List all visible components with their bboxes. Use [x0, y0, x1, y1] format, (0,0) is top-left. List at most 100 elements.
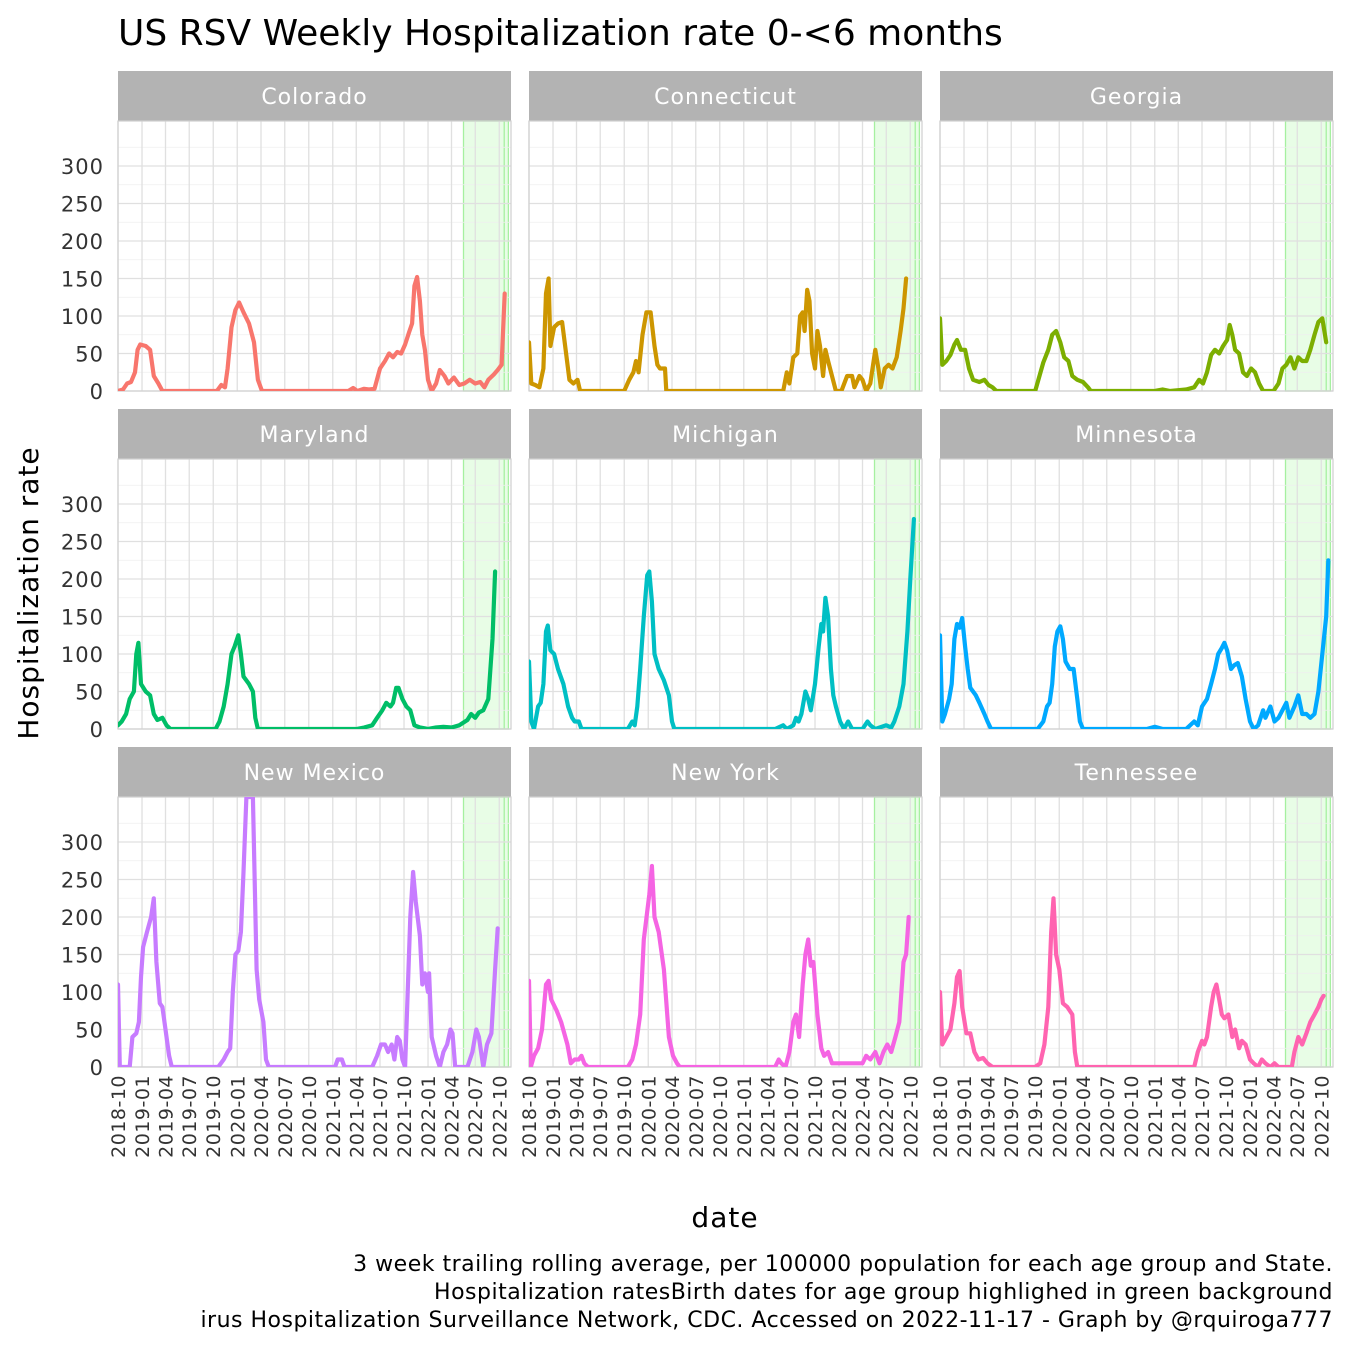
y-tick-label: 150 — [61, 268, 104, 292]
y-tick-label: 150 — [61, 944, 104, 968]
y-tick-label: 300 — [61, 831, 104, 855]
facet-label-tennessee: Tennessee — [1074, 761, 1199, 786]
x-tick-label: 2019-01 — [954, 1075, 976, 1158]
y-tick-label: 0 — [90, 1056, 104, 1080]
x-tick-label: 2020-04 — [662, 1075, 684, 1158]
facet-strip-michigan — [529, 409, 922, 459]
series-line-new-mexico — [118, 797, 500, 1067]
x-tick-label: 2021-04 — [757, 1075, 779, 1158]
y-tick-label: 250 — [61, 869, 104, 893]
x-tick-label: 2020-04 — [1073, 1075, 1095, 1158]
x-tick-label: 2019-07 — [590, 1075, 612, 1158]
series-line-minnesota — [940, 558, 1331, 729]
facet-label-colorado: Colorado — [261, 85, 367, 110]
facet-strip-colorado — [118, 71, 511, 121]
facet-strip-connecticut — [529, 71, 922, 121]
x-tick-label: 2021-01 — [1145, 1075, 1167, 1158]
x-tick-label: 2018-10 — [108, 1075, 130, 1158]
x-tick-label: 2019-04 — [156, 1075, 178, 1158]
y-tick-label: 0 — [90, 380, 104, 404]
facet-strip-tennessee — [940, 747, 1333, 797]
facet-strip-georgia — [940, 71, 1333, 121]
x-tick-label: 2021-10 — [1216, 1075, 1238, 1158]
facet-label-new-mexico: New Mexico — [244, 761, 386, 786]
x-tick-label: 2021-07 — [370, 1075, 392, 1158]
x-tick-label: 2022-07 — [1287, 1075, 1309, 1158]
x-tick-label: 2021-04 — [1168, 1075, 1190, 1158]
facet-colorado: Colorado — [117, 71, 512, 392]
x-tick-label: 2019-07 — [1001, 1075, 1023, 1158]
facet-strip-new-york — [529, 747, 922, 797]
x-tick-label: 2019-10 — [614, 1075, 636, 1158]
facet-strip-new-mexico — [118, 747, 511, 797]
facet-tennessee: Tennessee — [939, 747, 1334, 1068]
facet-panels: Colorado 0 50 100 150 200 250 300 Connecticut Geo… — [61, 71, 1334, 1158]
y-tick-label: 0 — [90, 718, 104, 742]
x-tick-label: 2019-10 — [203, 1075, 225, 1158]
x-tick-label: 2021-07 — [1192, 1075, 1214, 1158]
facet-label-georgia: Georgia — [1090, 85, 1183, 110]
x-tick-label: 2022-04 — [442, 1075, 464, 1158]
y-tick-label: 50 — [75, 681, 104, 705]
x-tick-label: 2018-10 — [930, 1075, 952, 1158]
x-tick-label: 2020-01 — [227, 1075, 249, 1158]
y-tick-label: 200 — [61, 568, 104, 592]
series-line-new-york — [529, 863, 911, 1067]
y-axis-title: Hospitalization rate — [12, 446, 45, 739]
x-tick-label: 2021-10 — [805, 1075, 827, 1158]
x-tick-label: 2021-07 — [781, 1075, 803, 1158]
y-tick-label: 50 — [75, 343, 104, 367]
birth-dates-highlight — [462, 796, 510, 1068]
x-tick-label: 2022-01 — [1240, 1075, 1262, 1158]
birth-dates-highlight — [873, 458, 921, 730]
y-tick-label: 200 — [61, 906, 104, 930]
x-tick-label: 2022-10 — [900, 1075, 922, 1158]
facet-new-york: New York — [528, 747, 923, 1068]
x-tick-label: 2022-04 — [1264, 1075, 1286, 1158]
facet-label-connecticut: Connecticut — [654, 85, 797, 110]
x-tick-label: 2022-04 — [853, 1075, 875, 1158]
y-tick-label: 250 — [61, 193, 104, 217]
y-tick-label: 50 — [75, 1019, 104, 1043]
caption-line-2: Hospitalization ratesBirth dates for age… — [434, 1280, 1333, 1305]
caption-line-3: irus Hospitalization Surveillance Networ… — [200, 1308, 1333, 1333]
series-line-colorado — [118, 274, 507, 391]
x-tick-label: 2020-10 — [1121, 1075, 1143, 1158]
x-tick-label: 2020-01 — [1049, 1075, 1071, 1158]
x-tick-label: 2019-10 — [1025, 1075, 1047, 1158]
x-tick-label: 2022-01 — [829, 1075, 851, 1158]
facet-minnesota: Minnesota — [939, 409, 1334, 730]
x-tick-label: 2020-07 — [275, 1075, 297, 1158]
x-tick-label: 2019-04 — [978, 1075, 1000, 1158]
x-tick-label: 2022-10 — [489, 1075, 511, 1158]
x-tick-label: 2019-04 — [567, 1075, 589, 1158]
x-axis-title: date — [691, 1201, 758, 1234]
birth-dates-highlight — [462, 458, 510, 730]
x-tick-label: 2020-07 — [686, 1075, 708, 1158]
x-tick-label: 2021-01 — [734, 1075, 756, 1158]
series-line-georgia — [940, 316, 1329, 391]
x-tick-label: 2018-10 — [519, 1075, 541, 1158]
y-tick-label: 200 — [61, 230, 104, 254]
facet-strip-maryland — [118, 409, 511, 459]
x-tick-label: 2022-10 — [1311, 1075, 1333, 1158]
facet-connecticut: Connecticut — [528, 71, 923, 392]
x-tick-label: 2020-07 — [1097, 1075, 1119, 1158]
x-tick-label: 2020-04 — [251, 1075, 273, 1158]
facet-strip-minnesota — [940, 409, 1333, 459]
x-tick-label: 2020-10 — [299, 1075, 321, 1158]
facet-label-new-york: New York — [671, 761, 780, 786]
facet-label-michigan: Michigan — [672, 423, 779, 448]
x-tick-label: 2022-01 — [418, 1075, 440, 1158]
facet-maryland: Maryland — [117, 409, 512, 730]
series-line-michigan — [529, 516, 916, 729]
y-tick-label: 250 — [61, 531, 104, 555]
x-tick-label: 2022-07 — [465, 1075, 487, 1158]
x-tick-label: 2021-01 — [323, 1075, 345, 1158]
series-line-tennessee — [940, 896, 1326, 1067]
chart-title: US RSV Weekly Hospitalization rate 0-<6 … — [118, 13, 1003, 54]
x-tick-label: 2019-01 — [132, 1075, 154, 1158]
facet-label-maryland: Maryland — [259, 423, 369, 448]
facet-michigan: Michigan — [528, 409, 923, 730]
